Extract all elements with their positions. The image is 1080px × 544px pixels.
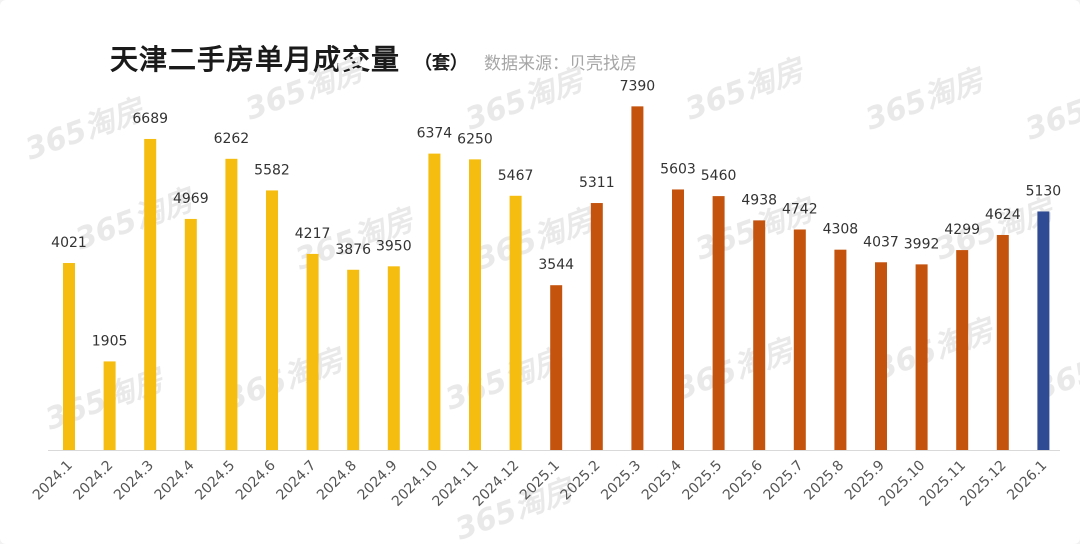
bar-2025.1 (550, 285, 563, 450)
chart-unit: （套） (414, 53, 469, 74)
watermark-text: 365淘房 (681, 52, 811, 128)
bar-2025.3 (631, 106, 644, 451)
x-tick-2025.7: 2025.7 (761, 458, 807, 504)
data-label-2025.1: 3544 (538, 257, 574, 273)
bar-2024.11 (469, 159, 481, 450)
data-label-2026.1: 5130 (1026, 183, 1062, 199)
x-tick-2024.8: 2024.8 (314, 458, 360, 504)
watermark-text: 365淘房 (241, 52, 371, 128)
data-label-2024.7: 4217 (295, 226, 331, 242)
data-label-2024.2: 1905 (92, 333, 128, 349)
bar-2024.3 (144, 138, 157, 451)
bar-2024.6 (266, 190, 278, 450)
watermark-text: 365淘房 (461, 62, 591, 138)
data-label-2024.12: 5467 (498, 168, 534, 184)
data-label-2024.3: 6689 (132, 111, 168, 127)
bar-2025.4 (672, 189, 684, 450)
bar-2024.9 (387, 266, 400, 450)
watermark-text: 365淘房 (221, 342, 351, 418)
data-label-2024.6: 5582 (254, 162, 290, 178)
watermark-text: 365淘房 (861, 62, 991, 138)
x-tick-2024.5: 2024.5 (192, 458, 238, 504)
data-label-2025.10: 3992 (904, 236, 940, 252)
watermark-text: 365淘房 (671, 332, 801, 408)
bar-2024.8 (347, 269, 360, 450)
data-label-2025.6: 4938 (741, 192, 777, 208)
x-tick-2025.8: 2025.8 (801, 458, 847, 504)
data-label-2025.5: 5460 (701, 168, 737, 184)
x-tick-2025.5: 2025.5 (679, 458, 725, 504)
bar-2024.12 (509, 195, 522, 450)
x-tick-2024.1: 2024.1 (30, 458, 76, 504)
bar-2024.4 (184, 218, 197, 450)
data-label-2024.1: 4021 (51, 235, 87, 251)
bar-2026.1 (1037, 211, 1050, 450)
data-label-2024.4: 4969 (173, 191, 209, 207)
watermark-text: 365淘房 (871, 312, 1001, 388)
x-tick-2026.1: 2026.1 (1004, 458, 1050, 504)
data-label-2025.8: 4308 (823, 222, 859, 238)
x-tick-2024.7: 2024.7 (273, 458, 319, 504)
x-tick-2025.6: 2025.6 (720, 457, 766, 503)
data-label-2024.9: 3950 (376, 238, 412, 254)
data-label-2025.2: 5311 (579, 175, 615, 191)
bar-2024.5 (225, 158, 238, 450)
bar-2024.10 (428, 153, 441, 450)
x-tick-2025.4: 2025.4 (639, 457, 685, 503)
bar-2024.1 (63, 263, 75, 450)
data-label-2025.11: 4299 (944, 222, 980, 238)
x-tick-2025.3: 2025.3 (598, 458, 644, 504)
data-label-2025.4: 5603 (660, 161, 696, 177)
watermark-text: 365淘房 (21, 92, 151, 168)
x-tick-2024.6: 2024.6 (233, 457, 279, 503)
data-label-2025.7: 4742 (782, 201, 818, 217)
data-label-2024.5: 6262 (214, 131, 250, 147)
bar-2025.12 (996, 234, 1009, 450)
data-label-2025.9: 4037 (863, 234, 899, 250)
data-label-2025.3: 7390 (620, 78, 656, 94)
x-tick-2024.3: 2024.3 (111, 458, 157, 504)
x-tick-2024.4: 2024.4 (152, 457, 198, 503)
watermark-text: 365淘房 (1021, 72, 1080, 148)
bar-2025.11 (956, 250, 969, 450)
x-tick-2024.2: 2024.2 (70, 458, 116, 504)
data-label-2025.12: 4624 (985, 207, 1021, 223)
bar-2024.7 (306, 253, 319, 450)
bar-2025.10 (915, 264, 928, 450)
title-row: 天津二手房单月成交量 （套） 数据来源：贝壳找房 (110, 38, 637, 78)
watermark-text: 365淘房 (471, 202, 601, 278)
bar-2025.8 (834, 249, 847, 450)
bar-2025.9 (875, 262, 887, 450)
data-label-2024.10: 6374 (417, 126, 453, 142)
bar-2025.5 (712, 196, 725, 450)
data-label-2024.11: 6250 (457, 131, 493, 147)
bar-2025.2 (590, 203, 603, 450)
chart-title: 天津二手房单月成交量 (110, 43, 401, 76)
chart-source: 数据来源：贝壳找房 (484, 54, 638, 74)
data-label-2024.8: 3876 (335, 242, 371, 258)
bar-2024.2 (103, 361, 116, 450)
bar-2025.6 (753, 220, 766, 450)
bar-2025.7 (793, 229, 806, 450)
watermark-text: 365淘房 (451, 472, 581, 544)
